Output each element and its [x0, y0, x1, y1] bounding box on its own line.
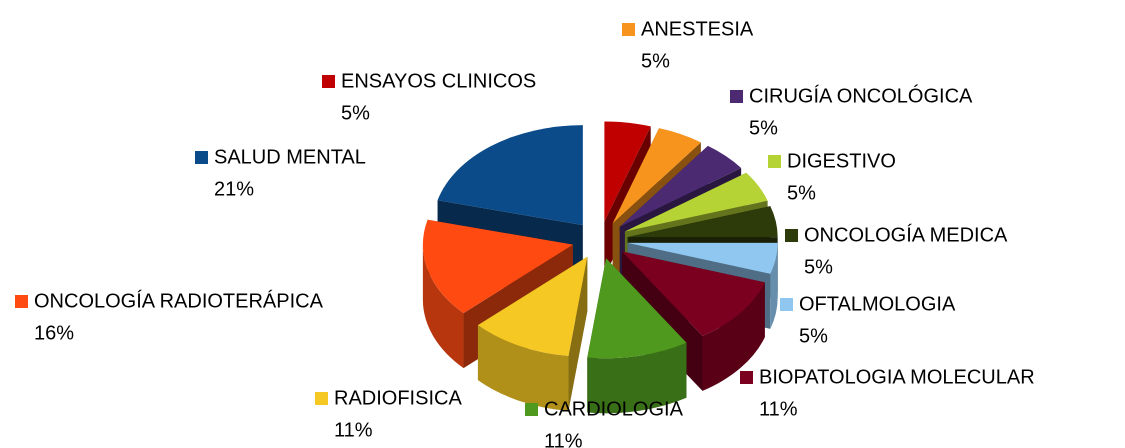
slice-side	[770, 242, 778, 329]
slice-value-label: 16%	[34, 322, 74, 344]
slice-label: ANESTESIA	[641, 18, 754, 40]
legend-swatch	[740, 371, 753, 384]
slice-label: DIGESTIVO	[787, 150, 896, 172]
slice-value-label: 5%	[787, 182, 816, 204]
legend-swatch	[622, 23, 635, 36]
slice-value-label: 11%	[334, 419, 373, 441]
slice	[437, 125, 583, 226]
slice-side	[477, 325, 569, 411]
slice-value-label: 5%	[341, 102, 370, 124]
legend-swatch	[322, 75, 335, 88]
slice	[619, 145, 742, 227]
slice-group	[477, 256, 588, 411]
slice-label: ONCOLOGÍA MEDICA	[804, 223, 1008, 246]
slice-group	[587, 258, 687, 414]
legend-swatch	[730, 90, 743, 103]
slice	[627, 242, 778, 274]
slice-value-label: 11%	[759, 398, 798, 420]
slice-value-label: 5%	[749, 117, 778, 139]
slice-label: CARDIOLOGIA	[544, 398, 684, 420]
slice-value-label: 5%	[641, 50, 670, 72]
slice-value-label: 21%	[214, 178, 254, 200]
slice-label: CIRUGÍA ONCOLÓGICA	[749, 84, 973, 107]
legend-swatch	[15, 295, 28, 308]
slice	[422, 219, 573, 314]
slice-value-label: 11%	[544, 430, 583, 448]
slice	[604, 121, 651, 222]
legend-swatch	[780, 298, 793, 311]
legend-swatch	[785, 229, 798, 242]
slice-label: BIOPATOLOGIA MOLECULAR	[759, 366, 1035, 388]
slice-value-label: 5%	[799, 325, 828, 347]
slice-side	[587, 342, 687, 414]
slice-value-label: 5%	[804, 256, 833, 278]
slice-label: SALUD MENTAL	[214, 146, 366, 168]
slice	[622, 251, 765, 336]
slice	[627, 206, 778, 238]
legend-swatch	[525, 403, 538, 416]
slice-side	[422, 244, 464, 369]
slice	[587, 258, 687, 359]
slice-label: RADIOFISICA	[334, 387, 462, 409]
legend-swatch	[768, 155, 781, 168]
legend-swatch	[195, 151, 208, 164]
slice	[624, 172, 768, 232]
legend-swatch	[315, 392, 328, 405]
slice-label: ENSAYOS CLINICOS	[341, 70, 536, 92]
slice	[477, 256, 588, 356]
slice-label: OFTALMOLOGIA	[799, 293, 956, 315]
slice-label: ONCOLOGÍA RADIOTERÁPICA	[34, 289, 324, 312]
slice-side	[702, 282, 765, 391]
slice	[612, 128, 701, 224]
